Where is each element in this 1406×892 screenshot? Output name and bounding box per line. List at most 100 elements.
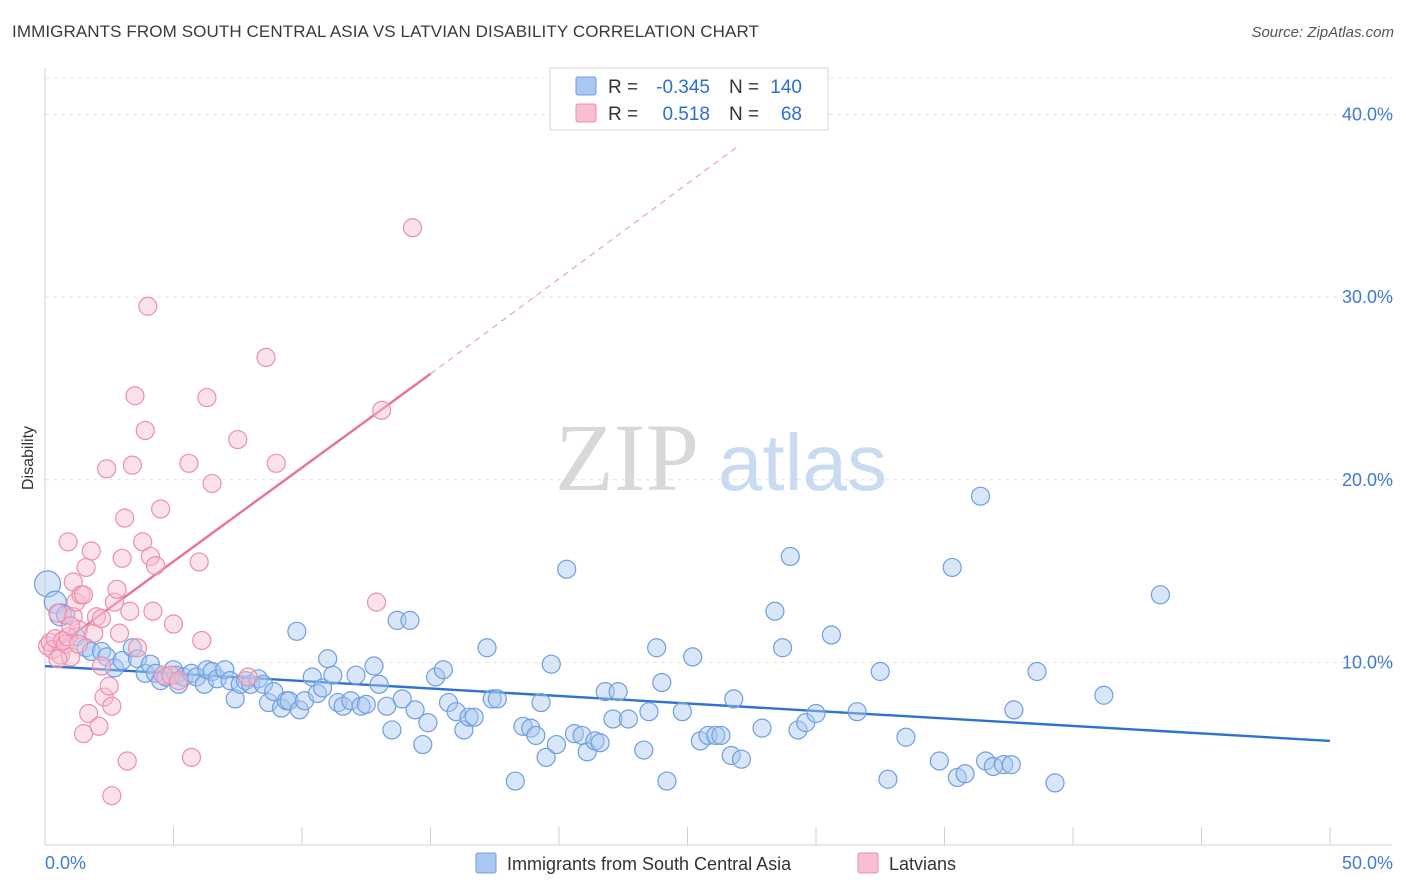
point-latvians-15	[73, 585, 94, 605]
point-latvians-25	[99, 676, 119, 696]
series-legend: Immigrants from South Central Asia Latvi…	[475, 852, 956, 874]
point-south-central-asia-41	[287, 621, 307, 641]
point-south-central-asia-129	[1027, 661, 1047, 682]
point-south-central-asia-82	[546, 734, 567, 755]
point-south-central-asia-58	[382, 720, 402, 740]
point-south-central-asia-46	[312, 678, 333, 698]
gridlines	[45, 77, 1392, 663]
point-south-central-asia-80	[536, 747, 556, 767]
point-south-central-asia-94	[639, 702, 659, 722]
point-south-central-asia-30	[225, 689, 245, 709]
point-latvians-58	[366, 592, 387, 612]
trend-lines	[44, 145, 1331, 743]
point-latvians-26	[102, 696, 122, 716]
point-south-central-asia-98	[672, 702, 692, 722]
point-latvians-62	[102, 786, 122, 806]
legend-n-label-1: N =	[729, 77, 759, 98]
point-south-central-asia-29	[220, 671, 240, 691]
point-south-central-asia-122	[955, 764, 975, 784]
point-latvians-66	[61, 616, 81, 636]
point-south-central-asia-78	[526, 725, 546, 746]
point-south-central-asia-31	[230, 674, 250, 694]
legend-n-value-2: 68	[781, 104, 802, 125]
point-south-central-asia-28	[215, 660, 235, 680]
point-south-central-asia-73	[482, 689, 502, 709]
point-south-central-asia-63	[413, 734, 433, 755]
point-latvians-49	[181, 747, 202, 767]
trend-line-1	[49, 372, 432, 653]
point-latvians-56	[256, 347, 276, 368]
point-south-central-asia-66	[433, 660, 453, 680]
point-south-central-asia-8	[97, 647, 117, 667]
point-latvians-67	[91, 656, 112, 676]
point-south-central-asia-75	[505, 771, 525, 791]
point-south-central-asia-132	[1150, 585, 1170, 605]
chart-title: IMMIGRANTS FROM SOUTH CENTRAL ASIA VS LA…	[12, 22, 760, 41]
point-south-central-asia-120	[942, 557, 962, 578]
point-south-central-asia-102	[706, 725, 726, 746]
point-latvians-59	[372, 400, 392, 420]
point-latvians-50	[189, 552, 209, 572]
legend-r-value-1: -0.345	[656, 77, 710, 98]
point-latvians-60	[402, 218, 423, 238]
point-south-central-asia-95	[647, 638, 667, 658]
point-south-central-asia-64	[418, 713, 438, 733]
point-south-central-asia-113	[806, 703, 826, 724]
y-tick-labels: 10.0% 20.0% 30.0% 40.0%	[1342, 105, 1393, 673]
y-tick-label-0: 10.0%	[1342, 652, 1393, 672]
point-south-central-asia-117	[878, 769, 898, 789]
point-latvians-32	[117, 751, 137, 771]
point-latvians-54	[228, 429, 248, 450]
point-south-central-asia-62	[405, 700, 425, 720]
point-south-central-asia-0	[33, 570, 62, 598]
point-south-central-asia-47	[318, 649, 338, 669]
point-south-central-asia-48	[323, 665, 343, 685]
point-south-central-asia-123	[970, 486, 991, 506]
y-tick-label-2: 30.0%	[1342, 287, 1393, 307]
point-south-central-asia-127	[1001, 755, 1021, 775]
point-south-central-asia-11	[122, 638, 142, 658]
point-south-central-asia-52	[346, 665, 366, 685]
data-points	[33, 218, 1170, 806]
point-south-central-asia-114	[821, 625, 842, 645]
point-south-central-asia-103	[711, 725, 731, 746]
point-south-central-asia-60	[392, 689, 412, 709]
point-latvians-55	[238, 667, 258, 687]
point-latvians-46	[163, 614, 184, 634]
point-latvians-43	[151, 499, 171, 519]
point-south-central-asia-126	[994, 755, 1014, 775]
point-south-central-asia-42	[289, 700, 310, 720]
bottom-legend-label-2: Latvians	[889, 854, 956, 874]
trend-line-extension-1	[430, 145, 740, 375]
trend-line-0	[44, 664, 1331, 743]
point-south-central-asia-3	[55, 605, 76, 625]
point-latvians-40	[140, 546, 160, 567]
point-latvians-18	[81, 541, 101, 561]
point-latvians-53	[202, 473, 222, 494]
point-latvians-64	[68, 634, 89, 654]
point-south-central-asia-14	[140, 654, 160, 674]
point-south-central-asia-7	[91, 641, 112, 662]
point-latvians-36	[127, 638, 148, 658]
point-south-central-asia-57	[377, 696, 397, 716]
point-south-central-asia-61	[400, 610, 420, 630]
point-latvians-57	[266, 453, 286, 473]
point-latvians-41	[143, 601, 163, 621]
point-latvians-16	[76, 557, 96, 578]
point-south-central-asia-115	[847, 702, 867, 722]
point-south-central-asia-106	[724, 689, 744, 709]
axes	[44, 68, 1392, 846]
point-south-central-asia-92	[618, 709, 638, 729]
point-south-central-asia-83	[557, 559, 577, 579]
legend-n-label-2: N =	[729, 104, 759, 125]
point-south-central-asia-116	[870, 661, 890, 682]
point-south-central-asia-81	[541, 654, 561, 674]
point-south-central-asia-90	[603, 709, 623, 729]
y-axis-label: Disability	[20, 426, 37, 490]
point-latvians-28	[107, 579, 127, 599]
point-south-central-asia-107	[752, 718, 772, 738]
point-south-central-asia-69	[454, 720, 474, 740]
point-latvians-38	[135, 420, 155, 441]
point-south-central-asia-74	[487, 689, 507, 709]
